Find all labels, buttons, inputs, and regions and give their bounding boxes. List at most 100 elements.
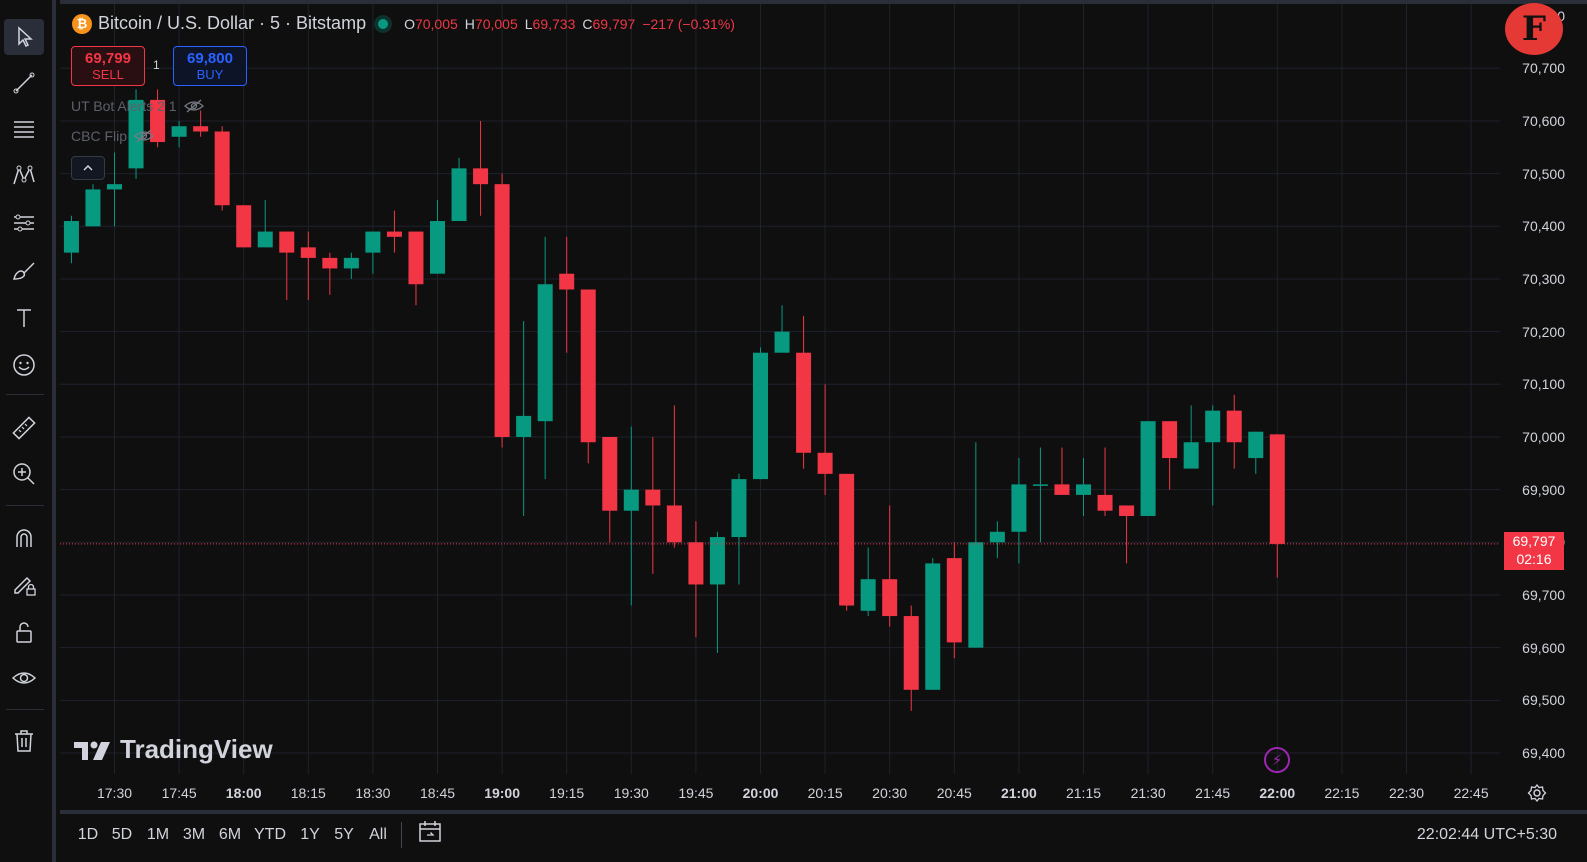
time-tick-label: 18:15: [290, 785, 326, 801]
lock-drawing-tool[interactable]: [4, 566, 44, 602]
candle-body: [1097, 494, 1113, 511]
candle-body: [107, 184, 122, 190]
candle: [408, 231, 424, 306]
candle: [494, 173, 510, 448]
range-button-3m[interactable]: 3M: [182, 826, 206, 843]
zoom-in-tool[interactable]: [4, 456, 44, 492]
lightning-icon[interactable]: ⚡: [1264, 747, 1290, 773]
ruler-tool[interactable]: [4, 410, 44, 446]
indicator-legend-ut-bot[interactable]: UT Bot Alerts 2 1: [71, 98, 205, 114]
indicator-legend-cbc-flip[interactable]: CBC Flip: [71, 128, 155, 144]
candle: [1032, 447, 1048, 543]
range-button-1d[interactable]: 1D: [77, 826, 99, 843]
drawing-toolbar: [0, 0, 56, 862]
candle: [989, 521, 1005, 559]
sell-price: 69,799: [85, 50, 131, 67]
candle: [602, 436, 618, 543]
low-value: 69,733: [532, 15, 576, 32]
candle: [171, 120, 187, 148]
symbol-title[interactable]: Bitcoin / U.S. Dollar · 5 · Bitstamp: [98, 13, 367, 33]
brush-tool[interactable]: [4, 253, 44, 289]
range-button-1y[interactable]: 1Y: [300, 826, 320, 843]
range-button-6m[interactable]: 6M: [218, 826, 242, 843]
candle: [925, 558, 941, 690]
candle: [1162, 421, 1178, 490]
candle-body: [193, 126, 209, 132]
fib-icon: [14, 121, 34, 138]
price-tick-label: 69,400: [1522, 745, 1565, 761]
candle-body: [989, 531, 1005, 543]
bar-countdown: 02:16: [1516, 551, 1552, 567]
candle-body: [85, 189, 101, 227]
time-tick-label: 22:45: [1453, 785, 1489, 801]
high-label: H: [464, 15, 475, 32]
candle: [1248, 431, 1264, 474]
trend-line-tool[interactable]: [4, 65, 44, 101]
current-price-label: 69,797 02:16: [1504, 532, 1564, 570]
buy-button[interactable]: 69,800 BUY: [173, 46, 247, 86]
text-tool[interactable]: [4, 300, 44, 336]
open-label: O: [404, 15, 415, 32]
candle-body: [903, 616, 919, 690]
candle-body: [666, 505, 682, 543]
candle: [1119, 505, 1135, 564]
time-tick-label: 19:45: [678, 785, 714, 801]
ohlc-values: O70,005 H70,005 L69,733 C69,797 −217 (−0.31%…: [404, 16, 742, 32]
toolbar-divider: [6, 505, 44, 506]
market-status-icon[interactable]: [378, 18, 389, 29]
candle: [473, 120, 489, 216]
candle: [968, 442, 984, 648]
candle-body: [1140, 421, 1156, 516]
range-button-5y[interactable]: 5Y: [334, 826, 354, 843]
emoji-tool[interactable]: [4, 347, 44, 383]
settings-icon[interactable]: [1527, 783, 1547, 803]
magnet-tool[interactable]: [4, 520, 44, 556]
eye-hidden-icon[interactable]: [133, 128, 155, 144]
eye-icon: [11, 672, 37, 684]
bottom-divider: [401, 822, 402, 848]
candle-body: [257, 231, 273, 248]
candle: [107, 152, 122, 227]
hide-drawings-tool[interactable]: [4, 660, 44, 696]
range-button-1m[interactable]: 1M: [146, 826, 170, 843]
price-axis[interactable]: 69,40069,50069,60069,70069,80069,90070,0…: [1500, 0, 1587, 810]
toolbar-divider: [6, 394, 44, 395]
sell-button[interactable]: 69,799 SELL: [71, 46, 145, 86]
order-quantity[interactable]: 1: [153, 58, 160, 72]
candlestick-plot[interactable]: [60, 4, 1587, 810]
candle-body: [1205, 410, 1221, 443]
remove-drawings-tool[interactable]: [4, 723, 44, 759]
candle: [430, 199, 445, 274]
price-tick-label: 69,700: [1522, 586, 1565, 603]
candles: [63, 89, 1285, 711]
bottom-toolbar: [60, 810, 1587, 862]
symbol-legend[interactable]: ₿ Bitcoin / U.S. Dollar · 5 · Bitstamp O…: [72, 13, 742, 34]
price-tick-label: 70,300: [1522, 270, 1565, 287]
bitcoin-icon: ₿: [72, 13, 92, 34]
collapse-legend-button[interactable]: [71, 156, 105, 180]
timezone-clock[interactable]: 22:02:44 UTC+5:30: [1416, 826, 1557, 843]
profile-avatar[interactable]: F: [1505, 3, 1563, 55]
candle: [1097, 447, 1113, 516]
fib-tool[interactable]: [4, 111, 44, 147]
time-tick-label: 19:30: [613, 785, 649, 801]
candle-body: [386, 231, 402, 237]
calendar-icon[interactable]: [418, 820, 444, 844]
current-price-value: 69,797: [1512, 533, 1556, 549]
tradingview-logo-icon: [74, 741, 110, 760]
cursor-tool[interactable]: [4, 19, 44, 55]
forecast-tool[interactable]: [4, 205, 44, 241]
tradingview-watermark[interactable]: TradingView: [74, 734, 273, 765]
lock-all-tool[interactable]: [4, 614, 44, 650]
range-button-ytd[interactable]: YTD: [254, 826, 286, 843]
time-tick-label: 22:00: [1259, 785, 1296, 801]
candle-body: [709, 537, 725, 585]
candle: [1011, 458, 1027, 564]
candle: [85, 184, 101, 227]
range-button-all[interactable]: All: [369, 826, 387, 843]
candle-body: [1183, 442, 1199, 469]
price-tick-label: 70,100: [1522, 376, 1565, 393]
eye-hidden-icon[interactable]: [183, 98, 205, 114]
range-button-5d[interactable]: 5D: [111, 826, 133, 843]
pattern-tool[interactable]: [4, 158, 44, 194]
